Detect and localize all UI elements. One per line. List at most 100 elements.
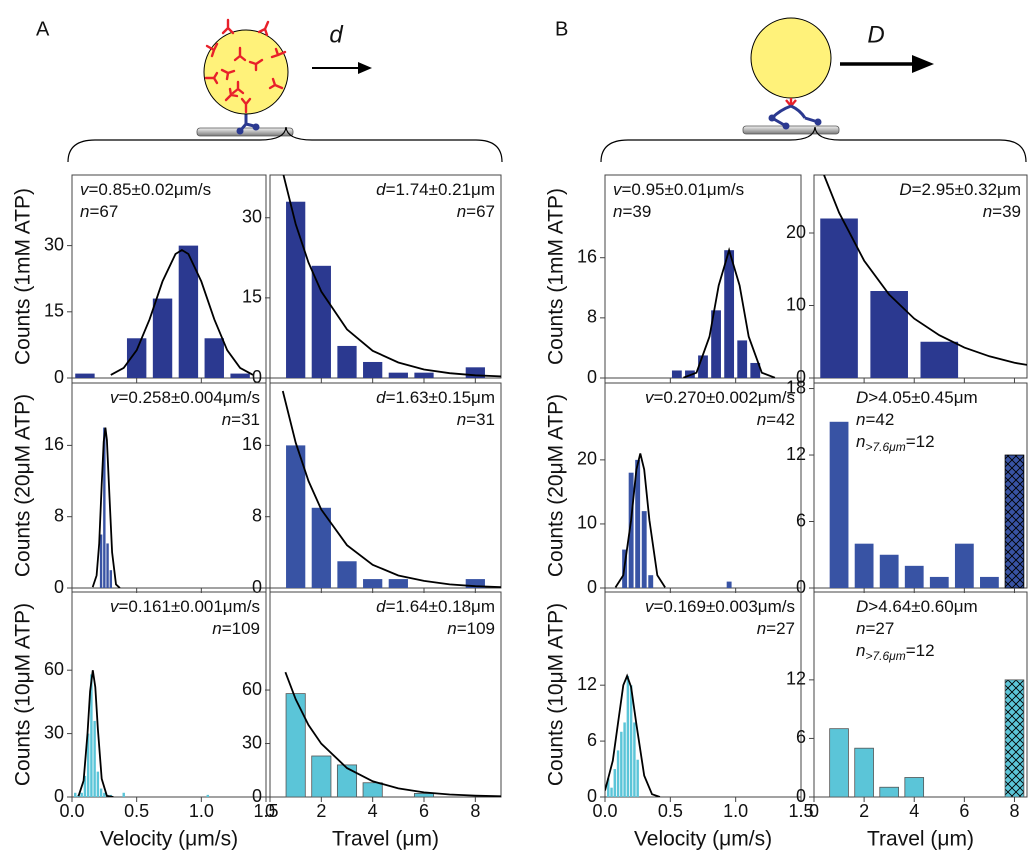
bar: [980, 576, 999, 588]
bar: [607, 778, 610, 797]
bar: [648, 575, 654, 588]
bar: [103, 427, 106, 588]
annotation: D>4.05±0.45μm: [856, 388, 978, 407]
x-tick-label: 6: [959, 801, 969, 821]
bar: [854, 747, 874, 798]
x-tick-label: 6: [419, 801, 429, 821]
bar: [711, 310, 721, 378]
y-tick-label: 12: [786, 669, 806, 689]
y-tick-label: 0: [252, 786, 262, 806]
annotation: d=1.64±0.18μm: [376, 597, 495, 616]
x-tick-label: 4: [909, 801, 919, 821]
y-tick-label: 60: [44, 659, 64, 679]
bar: [1004, 454, 1025, 589]
y-tick-label: 8: [587, 307, 597, 327]
y-tick-label: 0: [796, 577, 806, 597]
bar: [178, 245, 199, 378]
panel-label: B: [555, 18, 568, 40]
fit-curve: [683, 247, 776, 378]
y-tick-label: 30: [242, 206, 262, 226]
annotation: n=67: [80, 202, 118, 221]
annotation: n=27: [856, 619, 894, 638]
x-tick-label: 2: [316, 801, 326, 821]
annotation: n=39: [613, 202, 651, 221]
fit-curve: [823, 175, 1027, 366]
annotation: v=0.258±0.004μm/s: [110, 388, 260, 407]
bar: [311, 507, 331, 588]
annotation: n=42: [856, 410, 894, 429]
diagram-label: d: [329, 21, 343, 48]
x-tick-label: 8: [470, 801, 480, 821]
y-tick-label: 16: [242, 434, 262, 454]
bar: [623, 722, 626, 797]
y-tick-label: 20: [786, 222, 806, 242]
bar: [635, 459, 641, 588]
x-axis-label: Velocity (μm/s): [634, 828, 772, 851]
bar: [122, 792, 125, 797]
bar: [737, 340, 748, 378]
annotation: v=0.169±0.003μm/s: [645, 597, 795, 616]
fit-curve: [91, 427, 121, 588]
y-tick-label: 0: [587, 367, 597, 387]
y-tick-label: 8: [54, 505, 64, 525]
bar: [106, 543, 109, 588]
annotation: v=0.270±0.002μm/s: [645, 388, 795, 407]
bar: [363, 361, 383, 378]
bar: [336, 764, 358, 798]
annotation: n=109: [447, 619, 495, 638]
y-tick-label: 16: [44, 434, 64, 454]
x-axis-label: Travel (μm): [867, 828, 974, 851]
bar: [636, 759, 639, 797]
y-tick-label: 0: [252, 577, 262, 597]
bar: [126, 338, 147, 378]
fit-curve: [281, 390, 501, 588]
bar: [870, 291, 908, 378]
y-tick-label: 6: [796, 510, 806, 530]
bar: [820, 218, 858, 378]
annotation: v=0.85±0.02μm/s: [80, 180, 211, 199]
y-tick-label: 0: [54, 786, 64, 806]
fit-curve: [110, 248, 254, 376]
bar: [103, 792, 106, 797]
bar: [99, 534, 103, 588]
bar: [206, 794, 210, 797]
bar: [628, 472, 634, 588]
annotation: n=31: [222, 410, 260, 429]
y-tick-label: 10: [577, 513, 597, 533]
x-tick-label: 0.0: [592, 801, 617, 821]
x-tick-label: 0.0: [59, 801, 84, 821]
x-axis-label: Velocity (μm/s): [100, 828, 238, 851]
annotation: v=0.161±0.001μm/s: [110, 597, 260, 616]
annotation: d=1.63±0.15μm: [376, 388, 495, 407]
fit-curve: [614, 453, 666, 588]
x-tick-label: 0.5: [658, 801, 683, 821]
y-tick-label: 12: [786, 444, 806, 464]
bar: [465, 367, 485, 378]
bar: [152, 298, 173, 378]
x-tick-label: 1.0: [189, 801, 214, 821]
x-tick-label: 0: [809, 801, 819, 821]
fit-curve: [284, 671, 501, 797]
bar: [616, 750, 620, 797]
y-tick-label: 0: [587, 577, 597, 597]
annotation: n=109: [212, 619, 260, 638]
annotation: n>7.6μm=12: [856, 641, 935, 663]
y-tick-label: 0: [54, 367, 64, 387]
y-tick-label: 0: [796, 786, 806, 806]
bar: [879, 554, 899, 588]
bar: [626, 675, 630, 797]
bar: [93, 720, 96, 797]
y-tick-label: 0: [796, 367, 806, 387]
annotation: D=2.95±0.32μm: [899, 180, 1021, 199]
plot-frame: [604, 382, 802, 589]
annotation: d=1.74±0.21μm: [376, 180, 495, 199]
bar: [109, 570, 113, 588]
y-axis-label: Counts (1mM ATP): [12, 188, 35, 365]
plot-frame: [71, 591, 267, 798]
y-tick-label: 10: [786, 294, 806, 314]
y-tick-label: 30: [242, 732, 262, 752]
bar: [620, 731, 623, 797]
panel-label: A: [36, 18, 50, 40]
diagram-a: d: [67, 18, 503, 163]
